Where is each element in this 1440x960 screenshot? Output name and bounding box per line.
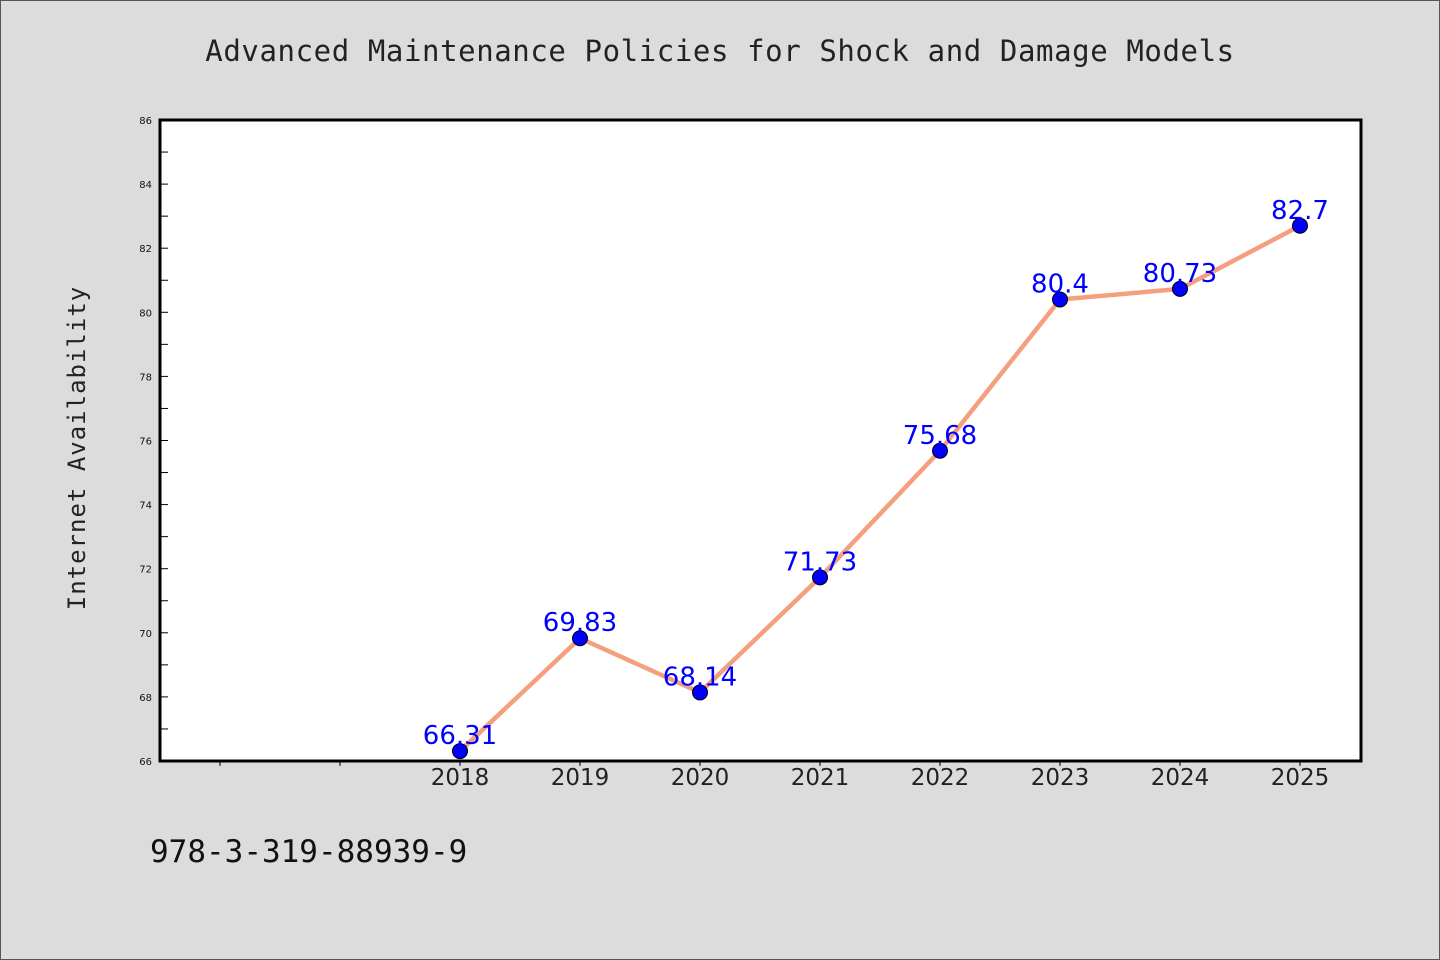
x-tick-label: 2020 (671, 765, 730, 791)
data-point (572, 630, 588, 647)
x-tick-label: 2023 (1031, 765, 1090, 791)
data-point (1052, 291, 1068, 308)
y-tick-label: 68 (139, 693, 152, 704)
y-tick-label: 70 (139, 629, 152, 640)
series-line (457, 223, 1303, 754)
y-tick-label: 86 (139, 116, 152, 127)
data-point (932, 442, 948, 459)
y-tick-label: 76 (139, 437, 152, 448)
x-tick-label: 2025 (1271, 765, 1330, 791)
footer-isbn: 978-3-319-88939-9 (150, 834, 468, 870)
y-tick-label: 78 (139, 372, 152, 383)
data-label: 71.73 (783, 547, 857, 577)
data-label: 66.31 (423, 721, 497, 751)
x-tick-label: 2022 (911, 765, 970, 791)
y-tick-label: 72 (139, 565, 152, 576)
chart-title: Advanced Maintenance Policies for Shock … (205, 34, 1235, 68)
y-tick-label: 74 (139, 501, 152, 512)
data-label: 80.4 (1031, 269, 1089, 299)
data-label: 82.7 (1271, 196, 1329, 226)
x-tick-label: 2021 (791, 765, 850, 791)
data-point (1172, 280, 1188, 297)
x-tick-label: 2024 (1151, 765, 1210, 791)
data-point (1292, 217, 1308, 234)
y-tick-label: 66 (139, 757, 152, 768)
data-label: 69.83 (543, 608, 617, 638)
x-tick-label: 2019 (551, 765, 610, 791)
data-point (812, 569, 828, 586)
data-label: 75.68 (903, 421, 977, 451)
data-point (692, 684, 708, 701)
data-label: 80.73 (1143, 259, 1217, 289)
x-tick-label: 2018 (431, 765, 490, 791)
y-tick-label: 84 (139, 180, 152, 191)
data-label: 68.14 (663, 662, 737, 692)
y-tick-label: 80 (139, 308, 152, 319)
plot-area (158, 118, 1363, 763)
data-point (452, 743, 468, 760)
y-tick-label: 82 (139, 244, 152, 255)
